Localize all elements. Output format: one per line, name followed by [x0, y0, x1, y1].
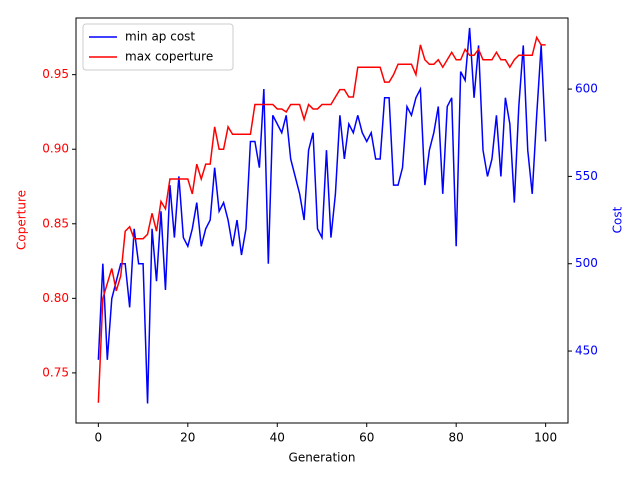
series-line: [97, 35, 546, 403]
y2-tick-label: 600: [575, 82, 598, 96]
x-axis-label: Generation: [289, 451, 356, 465]
y-axis-label: Coperture: [15, 190, 29, 250]
y-tick-label: 0.75: [42, 365, 69, 379]
y2-axis-label: Cost: [611, 206, 625, 233]
legend-label: max coperture: [125, 50, 213, 64]
x-tick-label: 60: [359, 431, 374, 445]
x-tick-label: 40: [270, 431, 285, 445]
y-tick-label: 0.90: [42, 142, 69, 156]
y2-tick-label: 500: [575, 256, 598, 270]
y-tick-label: 0.95: [42, 67, 69, 81]
y-tick-label: 0.80: [42, 291, 69, 305]
x-tick-label: 0: [95, 431, 103, 445]
x-tick-label: 100: [534, 431, 557, 445]
y2-tick-label: 550: [575, 169, 598, 183]
y-tick-label: 0.85: [42, 216, 69, 230]
x-tick-label: 20: [180, 431, 195, 445]
series-line: [97, 27, 547, 404]
x-tick-label: 80: [449, 431, 464, 445]
y2-tick-label: 450: [575, 344, 598, 358]
legend-box: [82, 23, 234, 71]
legend-label: min ap cost: [125, 30, 195, 44]
axes-frame: [75, 17, 569, 424]
